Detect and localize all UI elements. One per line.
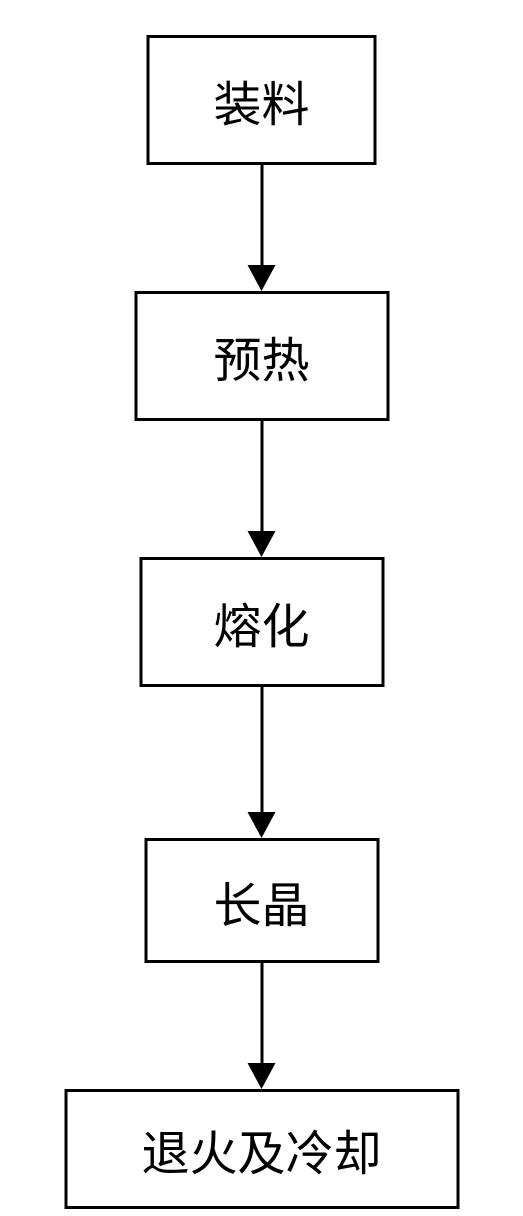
arrow <box>248 165 276 291</box>
arrow <box>248 687 276 838</box>
flowchart-node: 长晶 <box>144 838 379 963</box>
arrow-head-icon <box>248 812 276 838</box>
arrow-head-icon <box>248 531 276 557</box>
arrow-line <box>260 687 263 812</box>
node-label: 预热 <box>213 321 309 391</box>
node-label: 退火及冷却 <box>141 1114 381 1184</box>
node-label: 长晶 <box>213 866 309 936</box>
arrow <box>248 963 276 1089</box>
arrow-line <box>260 421 263 531</box>
arrow-line <box>260 165 263 265</box>
flowchart-node: 装料 <box>147 35 377 165</box>
flowchart-node: 退火及冷却 <box>64 1089 459 1209</box>
node-label: 熔化 <box>213 587 309 657</box>
arrow-line <box>260 963 263 1063</box>
flowchart-container: 装料 预热 熔化 长晶 退火及冷却 <box>64 35 459 1209</box>
arrow-head-icon <box>248 1063 276 1089</box>
arrow-head-icon <box>248 265 276 291</box>
arrow <box>248 421 276 557</box>
node-label: 装料 <box>213 65 309 135</box>
flowchart-node: 熔化 <box>139 557 384 687</box>
flowchart-node: 预热 <box>134 291 389 421</box>
